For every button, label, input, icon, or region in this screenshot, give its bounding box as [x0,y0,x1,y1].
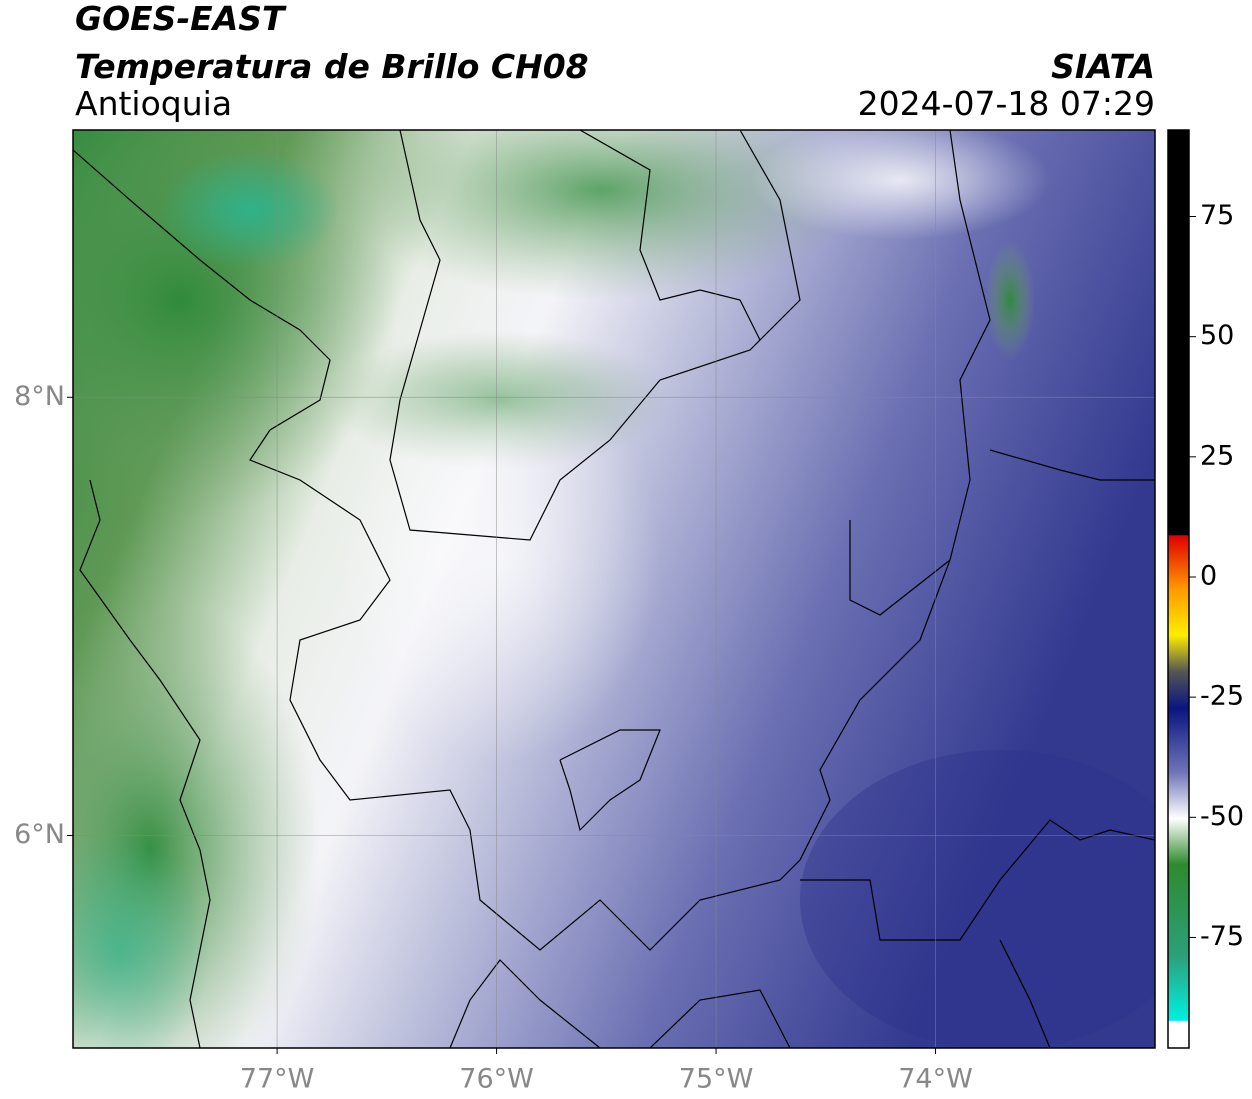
colorbar-tick-label: 25 [1200,440,1234,471]
colorbar-tick-label: -50 [1200,801,1244,832]
colorbar-tick-label: -25 [1200,681,1244,712]
y-tick-label: 6°N [14,819,65,850]
timestamp: 2024-07-18 07:29 [858,84,1155,123]
colorbar-tick-label: 0 [1200,560,1217,591]
colorbar-tick-label: -75 [1200,921,1244,952]
satellite-image [73,130,1155,1048]
region: Antioquia [75,84,232,123]
map-frame [72,129,1156,1049]
x-tick-label: 75°W [679,1064,754,1095]
y-tick-label: 8°N [14,381,65,412]
graticule [73,130,1155,1048]
subtitle: Temperatura de Brillo CH08 [75,47,589,86]
x-tick-label: 74°W [898,1064,973,1095]
colorbar [1167,129,1190,1049]
x-tick-label: 77°W [240,1064,315,1095]
title: GOES-EAST [75,0,287,38]
source: SIATA [1051,47,1155,86]
colorbar-tick-label: 75 [1200,200,1234,231]
colorbar-tick-label: 50 [1200,320,1234,351]
x-tick-label: 76°W [459,1064,534,1095]
